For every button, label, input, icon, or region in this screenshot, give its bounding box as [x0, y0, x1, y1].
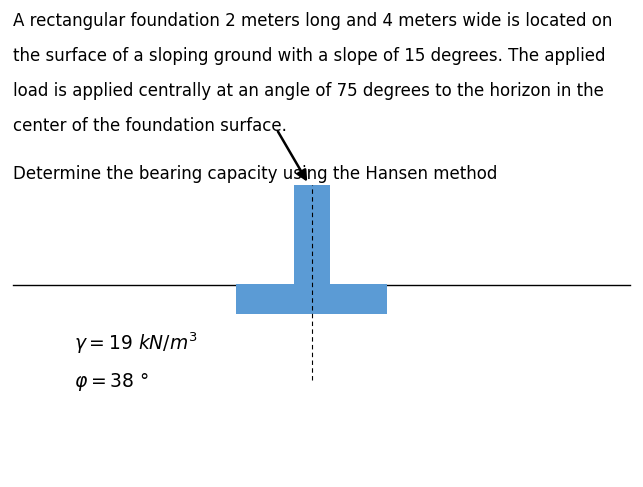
Text: $\gamma = 19\ kN/m^3$: $\gamma = 19\ kN/m^3$: [74, 331, 197, 356]
Text: load is applied centrally at an angle of 75 degrees to the horizon in the: load is applied centrally at an angle of…: [13, 82, 604, 100]
Bar: [237, 284, 387, 314]
Text: center of the foundation surface.: center of the foundation surface.: [13, 117, 287, 135]
Text: the surface of a sloping ground with a slope of 15 degrees. The applied: the surface of a sloping ground with a s…: [13, 47, 605, 65]
Text: A rectangular foundation 2 meters long and 4 meters wide is located on: A rectangular foundation 2 meters long a…: [13, 12, 612, 30]
Text: Determine the bearing capacity using the Hansen method: Determine the bearing capacity using the…: [13, 165, 497, 183]
Text: $\varphi = 38\ °$: $\varphi = 38\ °$: [74, 371, 149, 393]
Bar: [294, 185, 329, 285]
